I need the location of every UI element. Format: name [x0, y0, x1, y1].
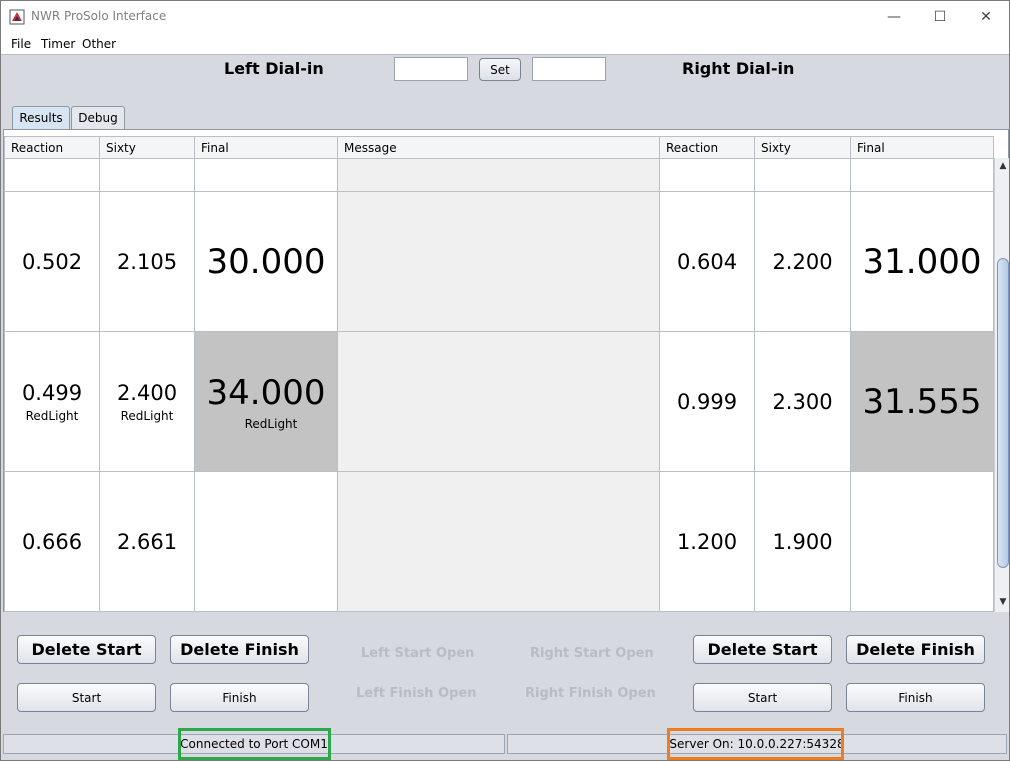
server-status-highlight: [667, 728, 844, 760]
right-delete-finish-button[interactable]: Delete Finish: [846, 635, 985, 664]
header-left-reaction: Reaction: [4, 136, 100, 159]
right-final-cell: [850, 471, 994, 612]
left-sixty-cell: 2.400 RedLight: [99, 331, 195, 472]
table-header-row: Reaction Sixty Final Message Reaction Si…: [4, 136, 994, 159]
left-reaction-cell: 0.499 RedLight: [4, 331, 100, 472]
right-reaction-cell: 1.200: [659, 471, 755, 612]
right-sixty-cell: [754, 158, 851, 192]
left-start-status: Left Start Open: [361, 646, 475, 661]
left-reaction-value: 0.499: [21, 380, 83, 405]
tab-debug[interactable]: Debug: [71, 106, 125, 129]
left-final-cell: 34.000 RedLight: [194, 331, 338, 472]
right-final-cell: [850, 158, 994, 192]
java-app-icon: [9, 9, 25, 25]
right-final-cell: 31.000: [850, 191, 994, 332]
header-right-sixty: Sixty: [754, 136, 851, 159]
right-finish-button[interactable]: Finish: [846, 683, 985, 712]
message-cell: [337, 191, 660, 332]
status-bar: Connected to Port COM1 Server On: 10.0.0…: [1, 734, 1009, 754]
right-finish-status: Right Finish Open: [525, 686, 656, 701]
left-delete-start-button[interactable]: Delete Start: [17, 635, 156, 664]
left-final-cell: [194, 158, 338, 192]
left-sixty-cell: [99, 158, 195, 192]
set-button[interactable]: Set: [479, 58, 521, 81]
header-left-final: Final: [194, 136, 338, 159]
menu-other[interactable]: Other: [82, 37, 117, 51]
maximize-button[interactable]: ☐: [933, 9, 947, 25]
header-right-reaction: Reaction: [659, 136, 755, 159]
left-finish-status: Left Finish Open: [356, 686, 477, 701]
left-final-cell: [194, 471, 338, 612]
left-start-button[interactable]: Start: [17, 683, 156, 712]
right-reaction-cell: [659, 158, 755, 192]
title-bar: NWR ProSolo Interface — ☐ ✕: [1, 1, 1009, 33]
left-sixty-value: 2.400: [116, 380, 178, 405]
scroll-down-arrow-icon[interactable]: ▼: [999, 597, 1007, 607]
message-cell: [337, 158, 660, 192]
left-reaction-cell: 0.502: [4, 191, 100, 332]
redlight-note: RedLight: [120, 408, 174, 423]
vertical-scrollbar[interactable]: ▲ ▼: [994, 158, 1009, 612]
right-dial-in-label: Right Dial-in: [682, 59, 795, 78]
left-sixty-cell: 2.105: [99, 191, 195, 332]
table-row[interactable]: 0.502 2.105 30.000 0.604 2.200 31.000: [4, 191, 994, 332]
right-delete-start-button[interactable]: Delete Start: [693, 635, 832, 664]
results-table: Reaction Sixty Final Message Reaction Si…: [4, 136, 994, 612]
close-button[interactable]: ✕: [980, 9, 992, 25]
results-panel: Reaction Sixty Final Message Reaction Si…: [3, 129, 1009, 612]
menu-file[interactable]: File: [11, 37, 32, 51]
window-title: NWR ProSolo Interface: [31, 9, 167, 23]
left-final-cell: 30.000: [194, 191, 338, 332]
right-final-cell: 31.555: [850, 331, 994, 472]
minimize-button[interactable]: —: [887, 9, 901, 25]
header-left-sixty: Sixty: [99, 136, 195, 159]
header-message: Message: [337, 136, 660, 159]
right-sixty-cell: 2.200: [754, 191, 851, 332]
right-start-status: Right Start Open: [530, 646, 654, 661]
left-dial-in-label: Left Dial-in: [224, 59, 324, 78]
right-reaction-cell: 0.999: [659, 331, 755, 472]
table-row[interactable]: 0.666 2.661 1.200 1.900: [4, 471, 994, 612]
server-status: Server On: 10.0.0.227:54328: [507, 734, 1007, 754]
port-status-highlight: [178, 728, 331, 760]
right-start-button[interactable]: Start: [693, 683, 832, 712]
right-dial-in-input[interactable]: [532, 57, 606, 81]
menu-bar: File Timer Other: [1, 33, 1009, 55]
right-sixty-cell: 1.900: [754, 471, 851, 612]
left-sixty-cell: 2.661: [99, 471, 195, 612]
redlight-note: RedLight: [25, 408, 79, 423]
table-row[interactable]: [4, 158, 994, 192]
scrollbar-thumb[interactable]: [997, 258, 1009, 568]
server-status-text: Server On: 10.0.0.227:54328: [669, 737, 845, 751]
left-reaction-cell: 0.666: [4, 471, 100, 612]
left-finish-button[interactable]: Finish: [170, 683, 309, 712]
left-reaction-cell: [4, 158, 100, 192]
table-row[interactable]: 0.499 RedLight 2.400 RedLight 34.000 Red…: [4, 331, 994, 472]
port-status: Connected to Port COM1: [3, 734, 505, 754]
left-delete-finish-button[interactable]: Delete Finish: [170, 635, 309, 664]
left-dial-in-input[interactable]: [394, 57, 468, 81]
port-status-text: Connected to Port COM1: [180, 737, 328, 751]
message-cell: [337, 471, 660, 612]
message-cell: [337, 331, 660, 472]
right-reaction-cell: 0.604: [659, 191, 755, 332]
left-final-value: 34.000: [206, 372, 326, 413]
redlight-note: RedLight: [244, 416, 298, 431]
tab-results[interactable]: Results: [12, 106, 70, 129]
scroll-up-arrow-icon[interactable]: ▲: [999, 161, 1007, 171]
menu-timer[interactable]: Timer: [41, 37, 76, 51]
header-right-final: Final: [850, 136, 994, 159]
right-sixty-cell: 2.300: [754, 331, 851, 472]
